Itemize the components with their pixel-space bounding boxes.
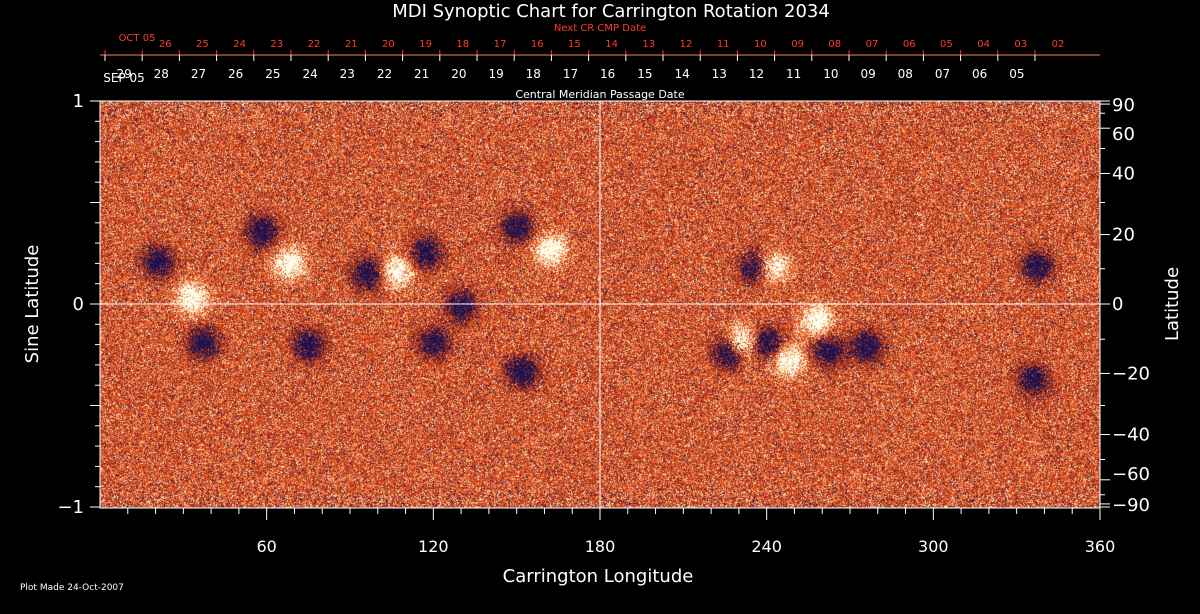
mid-axis-day: 06: [972, 67, 987, 81]
top-axis-day: 12: [680, 39, 693, 50]
x-axis-label: Carrington Longitude: [503, 566, 694, 587]
mid-axis-day: 28: [154, 67, 169, 81]
top-axis-day: 22: [308, 39, 321, 50]
y-right-tick-label: −20: [1112, 363, 1150, 384]
top-axis-day: 13: [642, 39, 655, 50]
y-right-tick-label: 60: [1112, 124, 1135, 145]
top-axis-day: 18: [456, 39, 469, 50]
top-axis-day: 15: [568, 39, 581, 50]
y-right-tick-label: 90: [1112, 95, 1135, 116]
mid-axis-day: 05: [1009, 67, 1024, 81]
top-axis-day: 03: [1014, 39, 1027, 50]
plot-made-note: Plot Made 24-Oct-2007: [20, 583, 124, 593]
top-axis-day: 11: [717, 39, 730, 50]
top-axis-day: 21: [345, 39, 358, 50]
top-axis-label: Next CR CMP Date: [554, 23, 646, 34]
y-left-tick-label: 0: [73, 294, 84, 315]
top-axis-day: 16: [531, 39, 544, 50]
top-axis-day: 05: [940, 39, 953, 50]
cmp-date-axis: SEP 05 Central Meridian Passage Date 29 2…: [100, 54, 1100, 101]
y-left-tick-label: 1: [73, 91, 84, 112]
mid-axis-day: 21: [414, 67, 429, 81]
mid-axis-day: 23: [340, 67, 355, 81]
x-tick-label: 240: [751, 537, 782, 556]
top-axis-day: 08: [828, 39, 841, 50]
mid-axis-day: 22: [377, 67, 392, 81]
mid-axis-day: 25: [265, 67, 280, 81]
x-tick-label: 120: [418, 537, 449, 556]
next-cr-cmp-date-axis: Next CR CMP Date OCT 05 26 25 24 23 22 21 20 19…: [100, 23, 1100, 56]
sine-latitude-axis: 1 0 −1: [57, 91, 100, 518]
top-axis-day: 06: [903, 39, 916, 50]
mid-axis-day: 27: [191, 67, 206, 81]
top-axis-day: 09: [791, 39, 804, 50]
top-axis-day: 10: [754, 39, 767, 50]
y-right-tick-label: −90: [1112, 495, 1150, 516]
mid-axis-day: 15: [637, 67, 652, 81]
mid-axis-day: 11: [786, 67, 801, 81]
top-axis-day: 25: [196, 39, 209, 50]
y-left-tick-label: −1: [57, 497, 84, 518]
mid-axis-day: 29: [116, 67, 131, 81]
mid-axis-day: 14: [674, 67, 689, 81]
x-tick-label: 360: [1085, 537, 1116, 556]
mid-axis-day: 17: [563, 67, 578, 81]
mid-axis-day: 13: [712, 67, 727, 81]
mid-axis-day: 16: [600, 67, 615, 81]
mid-axis-start-label: SEP 05: [103, 71, 145, 85]
y-right-tick-label: −40: [1112, 424, 1150, 445]
x-tick-label: 300: [918, 537, 949, 556]
y-right-tick-label: 40: [1112, 164, 1135, 185]
top-axis-day: 07: [866, 39, 879, 50]
top-axis-day: 14: [605, 39, 618, 50]
mid-axis-day: 10: [823, 67, 838, 81]
longitude-axis: 60 120 180 240 300 360: [127, 508, 1116, 556]
y-right-tick-label: 20: [1112, 225, 1135, 246]
latitude-axis: 90 60 40 20 0 −20 −40 −60 −90: [1100, 95, 1150, 516]
mid-axis-day: 26: [228, 67, 243, 81]
mid-axis-label: Central Meridian Passage Date: [515, 88, 684, 101]
top-axis-day: 23: [270, 39, 283, 50]
mid-axis-day: 20: [451, 67, 466, 81]
y-axis-label-right: Latitude: [1162, 267, 1183, 341]
x-tick-label: 180: [585, 537, 616, 556]
mid-axis-day: 08: [898, 67, 913, 81]
y-axis-label-left: Sine Latitude: [22, 245, 43, 364]
mid-axis-day: 07: [935, 67, 950, 81]
chart-title: MDI Synoptic Chart for Carrington Rotati…: [392, 1, 830, 22]
mid-axis-day: 24: [302, 67, 317, 81]
mid-axis-day: 18: [526, 67, 541, 81]
top-axis-day: 17: [494, 39, 507, 50]
x-tick-label: 60: [256, 537, 276, 556]
mid-axis-day: 12: [749, 67, 764, 81]
top-axis-day: 04: [977, 39, 990, 50]
y-right-tick-label: −60: [1112, 464, 1150, 485]
mid-axis-day: 19: [488, 67, 503, 81]
top-axis-start-label: OCT 05: [119, 33, 156, 44]
top-axis-day: 02: [1052, 39, 1065, 50]
top-axis-day: 24: [233, 39, 246, 50]
top-axis-day: 26: [159, 39, 172, 50]
top-axis-day: 19: [419, 39, 432, 50]
mid-axis-day: 09: [860, 67, 875, 81]
y-right-tick-label: 0: [1112, 294, 1123, 315]
top-axis-day: 20: [382, 39, 395, 50]
